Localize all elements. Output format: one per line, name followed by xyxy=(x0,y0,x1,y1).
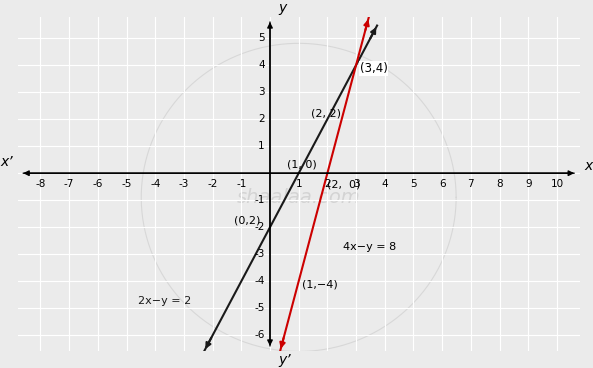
Text: (2, 2): (2, 2) xyxy=(311,109,341,118)
Text: -5: -5 xyxy=(122,179,132,189)
Text: 3: 3 xyxy=(258,87,265,97)
Text: 2: 2 xyxy=(258,114,265,124)
Text: -2: -2 xyxy=(208,179,218,189)
Text: 6: 6 xyxy=(439,179,445,189)
Text: -6: -6 xyxy=(254,330,265,340)
Text: 5: 5 xyxy=(410,179,417,189)
Text: 4x−y = 8: 4x−y = 8 xyxy=(343,242,396,252)
Text: (1, 0): (1, 0) xyxy=(287,159,317,169)
Text: -5: -5 xyxy=(254,303,265,313)
Text: -2: -2 xyxy=(254,222,265,232)
Text: shaalaa.com: shaalaa.com xyxy=(237,188,361,207)
Text: x: x xyxy=(584,159,592,173)
Text: -1: -1 xyxy=(254,195,265,205)
Text: (1,−4): (1,−4) xyxy=(302,280,337,290)
Text: -4: -4 xyxy=(150,179,161,189)
Text: 5: 5 xyxy=(258,33,265,43)
Text: -3: -3 xyxy=(178,179,189,189)
Text: 8: 8 xyxy=(496,179,503,189)
Text: -6: -6 xyxy=(93,179,103,189)
Text: (3,4): (3,4) xyxy=(359,62,387,75)
Text: 3: 3 xyxy=(353,179,359,189)
Text: -1: -1 xyxy=(236,179,247,189)
Text: x’: x’ xyxy=(1,155,13,169)
Text: -3: -3 xyxy=(254,249,265,259)
Text: 2: 2 xyxy=(324,179,331,189)
Text: 10: 10 xyxy=(550,179,563,189)
Text: -8: -8 xyxy=(36,179,46,189)
Text: 1: 1 xyxy=(258,141,265,151)
Text: 4: 4 xyxy=(258,60,265,70)
Text: y: y xyxy=(278,1,286,15)
Text: 4: 4 xyxy=(381,179,388,189)
Text: 9: 9 xyxy=(525,179,531,189)
Text: -7: -7 xyxy=(64,179,74,189)
Text: 7: 7 xyxy=(467,179,474,189)
Text: (0,2): (0,2) xyxy=(234,216,260,226)
Text: 1: 1 xyxy=(295,179,302,189)
Text: y’: y’ xyxy=(279,353,291,367)
Text: 2x−y = 2: 2x−y = 2 xyxy=(138,296,192,306)
Text: (2,  0): (2, 0) xyxy=(327,179,361,189)
Text: -4: -4 xyxy=(254,276,265,286)
